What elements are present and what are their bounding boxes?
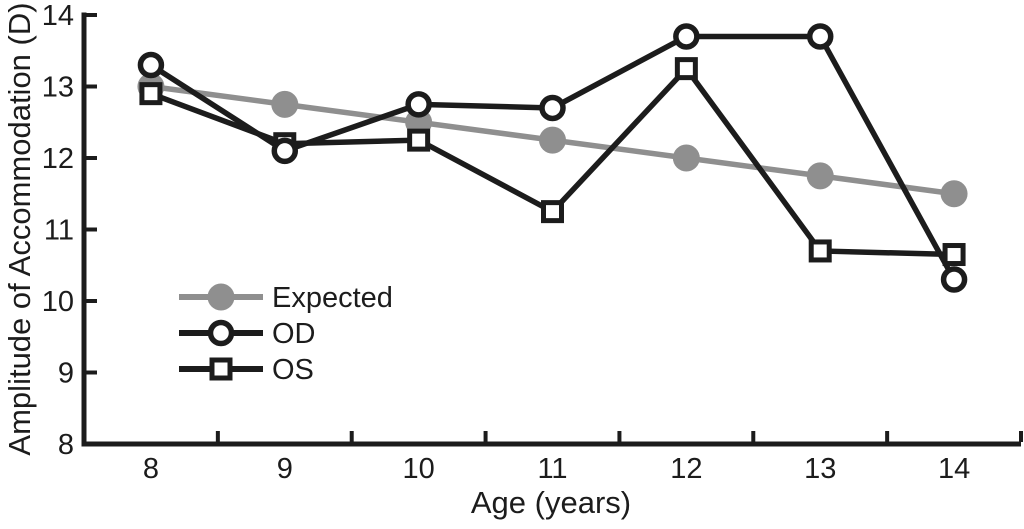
legend-item-os: OS <box>179 354 314 386</box>
data-point-open-circle-od <box>539 94 566 122</box>
data-point-open-circle-od <box>137 51 165 79</box>
y-tick-label: 10 <box>42 286 74 318</box>
data-point-open-circle-od <box>673 23 700 50</box>
legend-filled-circle-icon <box>207 283 235 311</box>
data-point-filled-circle-expected <box>806 162 834 190</box>
data-point-filled-circle-expected <box>672 144 700 172</box>
data-point-open-square-os <box>942 243 966 267</box>
legend-od-label: OD <box>272 318 316 350</box>
x-tick-label: 12 <box>670 453 702 485</box>
x-tick-label: 14 <box>938 453 970 485</box>
data-point-open-circle-od <box>271 137 299 165</box>
plot-area: 8 9 10 11 12 13 14 8 9 10 11 12 13 14 <box>42 0 1023 485</box>
data-point-filled-circle-expected <box>940 180 968 208</box>
x-tick-label: 8 <box>143 453 159 485</box>
legend: Expected OD OS <box>179 282 393 386</box>
y-tick-label: 13 <box>42 72 74 104</box>
y-tick-label: 12 <box>42 143 74 175</box>
y-tick-label: 11 <box>44 215 74 247</box>
data-point-open-circle-od <box>405 91 432 118</box>
data-point-open-square-os <box>139 82 163 106</box>
data-point-open-square-os <box>808 239 832 263</box>
x-tick-label: 11 <box>537 453 567 485</box>
series-line-od <box>149 33 957 281</box>
legend-expected-label: Expected <box>272 282 393 314</box>
legend-item-expected: Expected <box>179 282 393 314</box>
data-point-open-square-os <box>541 200 564 224</box>
y-tick-label: 14 <box>42 0 74 32</box>
y-tick-label: 8 <box>58 429 74 461</box>
data-point-filled-circle-expected <box>539 126 566 154</box>
data-point-open-square-os <box>674 57 698 81</box>
y-axis-title: Amplitude of Accommodation (D) <box>2 2 37 455</box>
legend-item-od: OD <box>179 318 316 350</box>
data-point-filled-circle-expected <box>271 90 299 118</box>
legend-os-label: OS <box>272 354 314 386</box>
data-point-open-circle-od <box>940 266 968 293</box>
legend-open-square-icon <box>209 357 233 381</box>
x-tick-label: 13 <box>804 453 836 485</box>
data-point-open-circle-od <box>806 23 834 50</box>
x-tick-label: 10 <box>403 453 435 485</box>
x-tick-label: 9 <box>277 453 293 485</box>
x-axis-title: Age (years) <box>471 485 631 520</box>
y-tick-label: 9 <box>58 358 74 390</box>
legend-open-circle-icon <box>207 319 235 347</box>
data-point-open-square-os <box>407 128 431 152</box>
